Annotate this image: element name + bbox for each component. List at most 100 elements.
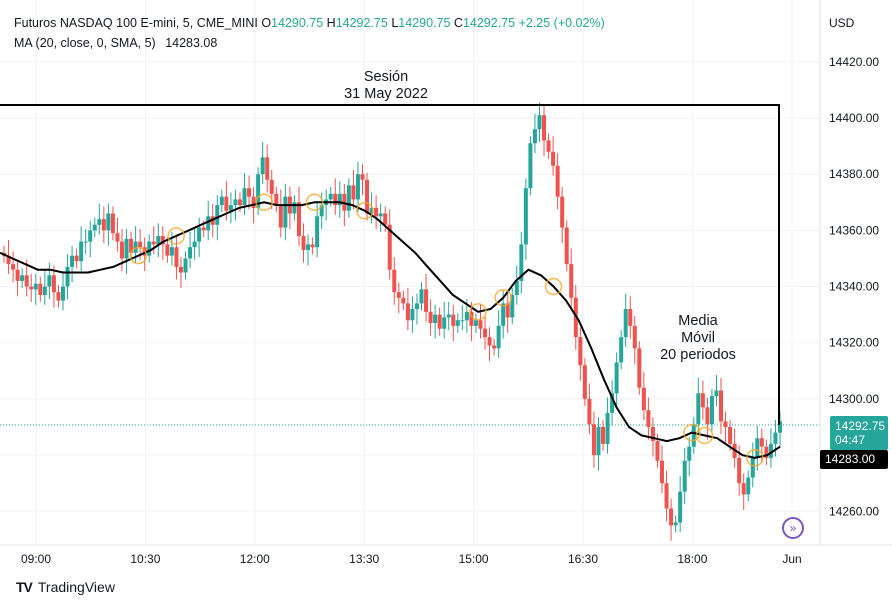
- candle-body: [669, 508, 674, 526]
- candle-body: [256, 174, 261, 208]
- symbol-name: Futuros NASDAQ 100 E-mini, 5, CME_MINI: [14, 16, 258, 30]
- candle-body: [605, 412, 610, 444]
- candle-body: [569, 264, 574, 298]
- candle-body: [360, 174, 365, 180]
- candle-body: [478, 320, 483, 329]
- candle-body: [741, 483, 746, 495]
- moving-average-line: [0, 201, 781, 459]
- candle-body: [451, 314, 456, 326]
- crossover-marker: [683, 423, 701, 442]
- candlestick-series: [2, 102, 782, 541]
- crossover-marker: [255, 193, 273, 212]
- candle-body: [437, 314, 442, 329]
- candle-body: [278, 205, 283, 228]
- change-value: +2.25 (+0.02%): [518, 16, 605, 30]
- candle-body: [355, 174, 360, 200]
- candle-body: [728, 427, 733, 444]
- candle-body: [378, 213, 383, 217]
- candle-body: [514, 280, 519, 295]
- candle-body: [160, 235, 165, 245]
- low-value: 14290.75: [398, 16, 451, 30]
- candle-body: [759, 438, 764, 447]
- candle-body: [537, 115, 542, 130]
- candle-body: [660, 460, 665, 484]
- candle-body: [165, 244, 170, 256]
- candle-body: [623, 309, 628, 338]
- candle-body: [555, 165, 560, 197]
- candle-body: [265, 157, 270, 180]
- candle-body: [628, 309, 633, 326]
- candle-body: [319, 205, 324, 217]
- candle-body: [110, 213, 115, 234]
- brand-name: TradingView: [37, 579, 115, 595]
- high-value: 14292.75: [335, 16, 388, 30]
- candle-body: [106, 213, 111, 231]
- candle-body: [773, 432, 778, 444]
- crossover-marker: [305, 193, 324, 212]
- candle-body: [174, 247, 179, 267]
- candle-body: [342, 193, 347, 211]
- crossover-marker: [544, 277, 563, 296]
- candle-body: [15, 269, 20, 281]
- candle-body: [455, 320, 460, 326]
- y-tick-label: 14340.00: [829, 280, 879, 294]
- y-tick-label: 14380.00: [829, 167, 879, 181]
- candle-body: [38, 283, 43, 295]
- ma-annotation-line3: 20 periodos: [660, 347, 736, 363]
- candle-body: [496, 325, 501, 349]
- candle-body: [11, 264, 16, 270]
- x-tick-label: 10:30: [130, 552, 160, 566]
- candle-body: [705, 407, 710, 425]
- candle-body: [301, 235, 306, 251]
- candle-body: [283, 196, 288, 228]
- candle-body: [79, 241, 84, 262]
- candle-body: [655, 441, 660, 461]
- candle-body: [510, 294, 515, 318]
- candle-body: [641, 387, 646, 411]
- scroll-to-realtime-button[interactable]: »: [782, 517, 804, 539]
- crossover-marker: [494, 289, 512, 307]
- session-bracket: [0, 104, 780, 425]
- candle-body: [206, 216, 211, 231]
- candle-body: [151, 241, 156, 245]
- candle-body: [691, 424, 696, 447]
- candle-body: [646, 410, 651, 428]
- currency-label[interactable]: USD: [829, 16, 855, 30]
- candle-body: [714, 390, 719, 397]
- candle-body: [446, 314, 451, 318]
- candle-body: [274, 193, 279, 206]
- candle-body: [405, 303, 410, 321]
- candle-body: [392, 269, 397, 293]
- crossover-marker: [469, 303, 487, 321]
- candle-body: [546, 140, 551, 152]
- crossover-marker: [356, 201, 374, 220]
- ma-annotation: Media Móvil 20 periodos: [640, 313, 756, 364]
- footer-brand[interactable]: TV TradingView: [16, 579, 115, 595]
- y-tick-label: 14320.00: [829, 336, 879, 350]
- x-tick-label: 18:00: [677, 552, 707, 566]
- candle-body: [129, 238, 134, 253]
- candle-body: [610, 393, 615, 413]
- candle-body: [188, 247, 193, 259]
- low-label: L: [391, 16, 399, 30]
- close-label: C: [453, 16, 463, 30]
- candle-body: [251, 196, 256, 208]
- candle-body: [442, 317, 447, 329]
- candle-body: [83, 241, 88, 243]
- candle-body: [551, 151, 556, 166]
- candle-body: [591, 424, 596, 456]
- candle-body: [501, 303, 506, 326]
- symbol-legend[interactable]: Futuros NASDAQ 100 E-mini, 5, CME_MINI O…: [14, 16, 605, 30]
- ma-legend[interactable]: MA (20, close, 0, SMA, 5) 14283.08: [14, 36, 217, 50]
- candle-body: [410, 309, 415, 321]
- y-tick-label: 14420.00: [829, 55, 879, 69]
- chart-grid: [0, 0, 820, 545]
- candle-body: [197, 227, 202, 242]
- y-tick-label: 14300.00: [829, 392, 879, 406]
- session-annotation: Sesión 31 May 2022: [326, 69, 446, 103]
- crossover-marker: [167, 227, 185, 245]
- candle-body: [233, 199, 238, 206]
- candle-body: [424, 289, 429, 312]
- session-annotation-line1: Sesión: [363, 69, 409, 85]
